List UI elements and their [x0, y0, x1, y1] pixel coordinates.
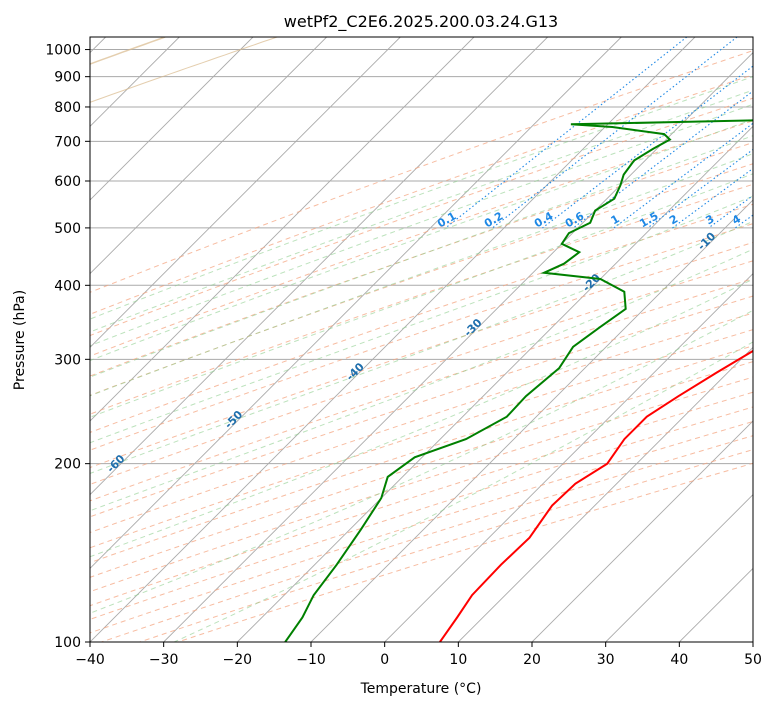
- moist-adiabat: [90, 248, 753, 512]
- mixing-ratio-line: [445, 37, 688, 229]
- mixing-ratio-line: [672, 167, 753, 229]
- isotherm-line: [90, 37, 548, 496]
- y-tick-label: 1000: [45, 43, 81, 59]
- y-tick-label: 200: [54, 457, 81, 473]
- dry-adiabat: [90, 312, 753, 534]
- chart-title: wetPf2_C2E6.2025.200.03.24.G13: [284, 12, 558, 32]
- isotherm-line: [458, 346, 753, 642]
- temperature-profile: [439, 349, 753, 642]
- isotherm-line: [531, 420, 753, 642]
- plot-frame: [89, 36, 754, 643]
- dry-adiabat: [90, 278, 753, 502]
- mixing-ratio-line: [542, 65, 753, 229]
- isotherm-line: [163, 52, 753, 642]
- moist-adiabat: [90, 173, 753, 418]
- dry-adiabat: [90, 241, 753, 469]
- mixing-ratio-label: 2: [667, 212, 680, 227]
- isotherm-label: -50: [222, 408, 245, 431]
- moist-adiabat: [90, 309, 753, 614]
- dry-adiabat: [90, 329, 753, 549]
- dry-adiabat: [101, 435, 753, 642]
- dry-adiabat: [177, 462, 753, 642]
- dry-adiabat: [90, 295, 753, 518]
- dry-adiabat: [90, 345, 753, 564]
- mixing-ratio-label: 0.2: [482, 209, 505, 230]
- y-tick-label: 900: [54, 70, 81, 86]
- x-tick-label: 50: [744, 652, 762, 668]
- dry-adiabat: [90, 120, 753, 357]
- x-tick-label: 30: [597, 652, 615, 668]
- moist-adiabat: [90, 195, 753, 444]
- mixing-ratio-label: 0.1: [435, 209, 458, 230]
- mixing-ratio-line: [613, 122, 753, 229]
- isotherm-line: [605, 494, 753, 642]
- isotherm-label: -40: [344, 360, 367, 383]
- x-tick-label: 10: [449, 652, 467, 668]
- moist-adiabat: [90, 118, 753, 362]
- isotherm-line: [384, 273, 753, 642]
- y-tick-label: 500: [54, 221, 81, 237]
- moist-adiabat: [90, 89, 753, 333]
- isotherm-line: [90, 37, 622, 569]
- y-tick-label: 800: [54, 100, 81, 116]
- y-tick-label: 400: [54, 278, 81, 294]
- isotherm-label: -10: [695, 229, 718, 252]
- moist-adiabat: [90, 135, 753, 378]
- dewpoint-profile: [284, 119, 753, 642]
- isotherm-line: [90, 37, 401, 348]
- dry-adiabat: [90, 223, 753, 451]
- dry-adiabat: [90, 50, 753, 293]
- dry-adiabat: [90, 74, 753, 315]
- moist-adiabat: [90, 278, 753, 558]
- dry-adiabat: [90, 260, 753, 485]
- mixing-ratio-line: [708, 194, 753, 229]
- x-tick-label: 40: [670, 652, 688, 668]
- dry-adiabat: [90, 391, 753, 607]
- dry-adiabat: [90, 203, 753, 433]
- y-tick-label: 600: [54, 174, 81, 190]
- dry-adiabat: [90, 97, 753, 337]
- x-tick-label: −10: [296, 652, 326, 668]
- x-tick-label: 0: [380, 652, 389, 668]
- x-axis-label: Temperature (°C): [360, 681, 482, 697]
- y-axis-label: Pressure (hPa): [12, 290, 28, 390]
- isotherm-line: [679, 567, 753, 642]
- isotherm-line: [752, 641, 753, 642]
- x-tick-label: 20: [523, 652, 541, 668]
- dry-adiabat: [90, 376, 753, 593]
- x-tick-label: −40: [75, 652, 105, 668]
- y-tick-label: 300: [54, 352, 81, 368]
- moist-adiabat: [90, 103, 753, 347]
- isotherm-label: -70: [0, 499, 7, 522]
- moist-adiabat: [90, 153, 753, 397]
- x-tick-label: −20: [223, 652, 253, 668]
- mixing-ratio-line: [734, 214, 753, 229]
- mixing-ratio-label: 6: [769, 212, 775, 227]
- isotherm-line: [90, 37, 475, 422]
- mixing-ratio-label: 1: [609, 212, 622, 227]
- dry-adiabat: [90, 361, 753, 578]
- moist-adiabat: [90, 220, 753, 474]
- isotherm-line: [90, 37, 254, 201]
- isotherm-line: [90, 37, 696, 642]
- dry-adiabat: [90, 142, 753, 377]
- moist-adiabat: [90, 76, 753, 320]
- y-tick-label: 700: [54, 134, 81, 150]
- dry-adiabat-highlight: [90, 37, 278, 103]
- dry-adiabat: [90, 163, 753, 396]
- dry-adiabat: [90, 183, 753, 415]
- mixing-ratio-label: 1.5: [637, 209, 660, 230]
- x-tick-label: −30: [149, 652, 179, 668]
- mixing-ratio-label: 4: [730, 212, 743, 227]
- isotherm-line: [90, 37, 327, 275]
- moist-adiabat: [173, 341, 753, 642]
- isotherm-line: [237, 125, 753, 642]
- mixing-ratio-label: 3: [703, 212, 716, 227]
- y-tick-label: 100: [54, 635, 81, 651]
